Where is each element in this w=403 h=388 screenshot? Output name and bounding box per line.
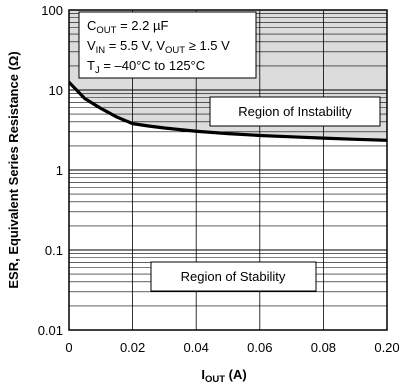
conditions-box — [78, 11, 257, 79]
stability-box — [150, 261, 317, 292]
x-tick-label: 0.08 — [311, 340, 336, 355]
x-tick-label: 0.02 — [120, 340, 145, 355]
tick-labels: 0.01 0.1 1 10 100 0 0.02 0.04 0.06 0.08 0.20 — [38, 3, 400, 355]
y-tick-label: 10 — [49, 83, 63, 98]
y-axis-title: ESR, Equivalent Series Resistance (Ω) — [6, 51, 21, 288]
condition-line: COUT = 2.2 µF — [87, 18, 168, 36]
condition-line: VIN = 5.5 V, VOUT ≥ 1.5 V — [87, 38, 230, 56]
x-tick-label: 0.06 — [247, 340, 272, 355]
stability-label: Region of Stability — [181, 269, 286, 284]
x-tick-label: 0.04 — [184, 340, 209, 355]
y-tick-label: 0.01 — [38, 323, 63, 338]
instability-box — [209, 96, 381, 127]
label-boxes: COUT = 2.2 µF VIN = 5.5 V, VOUT ≥ 1.5 V TJ… — [78, 11, 381, 292]
y-tick-label: 1 — [56, 163, 63, 178]
x-axis-title: IOUT (A) — [201, 367, 246, 385]
instability-label: Region of Instability — [238, 104, 352, 119]
plot-frame — [68, 9, 388, 331]
y-tick-label: 0.1 — [45, 243, 63, 258]
esr-line — [69, 80, 387, 142]
condition-line: TJ = –40°C to 125°C — [87, 58, 205, 76]
esr-curve — [69, 80, 387, 142]
x-tick-label: 0.20 — [374, 340, 399, 355]
x-tick-label: 0 — [65, 340, 72, 355]
y-tick-label: 100 — [41, 3, 63, 18]
